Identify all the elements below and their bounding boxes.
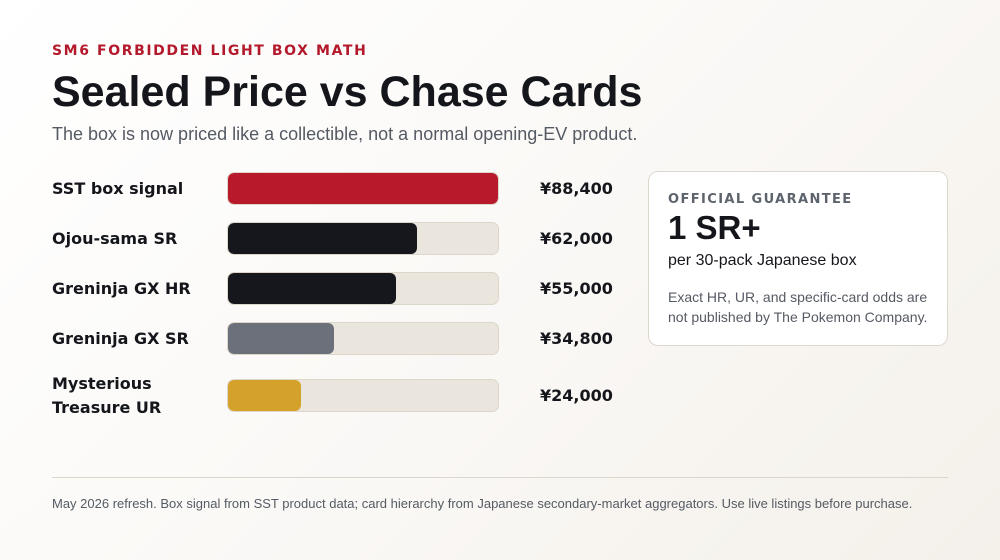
- bar-track-sst-box-signal: [227, 172, 499, 205]
- bar-track-mysterious-treasure-ur: [227, 379, 499, 412]
- bar-value-greninja-gx-hr: ¥55,000: [540, 279, 613, 298]
- guarantee-card-value: 1 SR+: [668, 209, 761, 246]
- eyebrow-label: SM6 FORBIDDEN LIGHT BOX MATH: [52, 43, 368, 59]
- bar-greninja-gx-sr: [228, 323, 334, 354]
- bar-track-greninja-gx-sr: [227, 322, 499, 355]
- bar-greninja-gx-hr: [228, 273, 396, 304]
- bar-label-mysterious-treasure-ur: Mysterious Treasure UR: [52, 374, 162, 417]
- guarantee-card-eyebrow: OFFICIAL GUARANTEE: [668, 192, 853, 207]
- guarantee-card: OFFICIAL GUARANTEE 1 SR+ per 30-pack Jap…: [648, 171, 948, 346]
- guarantee-card-note: Exact HR, UR, and specific-card odds are…: [668, 289, 928, 325]
- page-subtitle: The box is now priced like a collectible…: [52, 124, 638, 144]
- bar-track-ojou-sama-sr: [227, 222, 499, 255]
- bar-label-sst-box-signal: SST box signal: [52, 179, 184, 198]
- bar-value-greninja-gx-sr: ¥34,800: [540, 329, 613, 348]
- bar-value-sst-box-signal: ¥88,400: [540, 179, 613, 198]
- bar-sst-box-signal: [228, 173, 498, 204]
- bar-track-greninja-gx-hr: [227, 272, 499, 305]
- bar-mysterious-treasure-ur: [228, 380, 301, 411]
- bar-value-ojou-sama-sr: ¥62,000: [540, 229, 613, 248]
- bar-label-greninja-gx-sr: Greninja GX SR: [52, 329, 189, 348]
- footer-note: May 2026 refresh. Box signal from SST pr…: [52, 496, 913, 511]
- footer-divider: [52, 477, 948, 478]
- page-title: Sealed Price vs Chase Cards: [52, 68, 643, 116]
- bar-label-greninja-gx-hr: Greninja GX HR: [52, 279, 191, 298]
- bar-label-ojou-sama-sr: Ojou-sama SR: [52, 229, 178, 248]
- guarantee-card-subtitle: per 30-pack Japanese box: [668, 252, 857, 269]
- bar-value-mysterious-treasure-ur: ¥24,000: [540, 386, 613, 405]
- bar-ojou-sama-sr: [228, 223, 417, 254]
